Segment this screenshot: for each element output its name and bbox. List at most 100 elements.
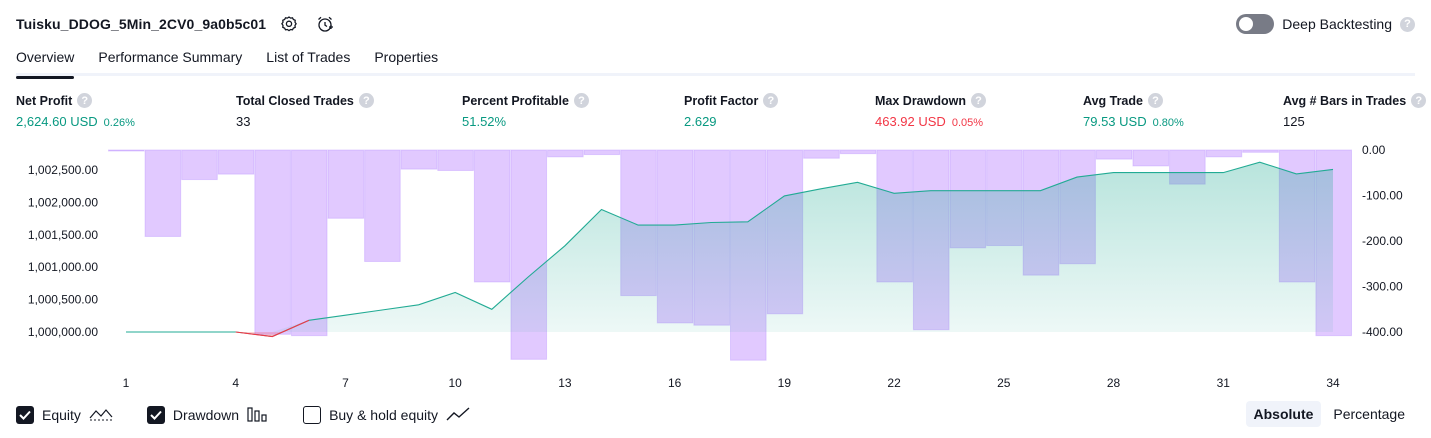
metric-avg-bars: Avg # Bars in Trades? 125	[1283, 93, 1427, 129]
deep-backtesting-control: Deep Backtesting ?	[1236, 11, 1415, 37]
report-tabs: Overview Performance Summary List of Tra…	[16, 44, 1415, 79]
metric-profit-factor: Profit Factor? 2.629	[684, 93, 779, 129]
x-axis-tick: 22	[887, 376, 901, 390]
metric-value: 463.92 USD	[875, 114, 946, 129]
alarm-clock-icon[interactable]	[312, 11, 338, 37]
buy-hold-line-icon	[446, 406, 470, 425]
drawdown-bar[interactable]	[1205, 149, 1243, 158]
equity-loss-segment	[235, 319, 310, 338]
deep-backtesting-toggle[interactable]	[1236, 14, 1275, 34]
deep-backtesting-label: Deep Backtesting	[1282, 16, 1392, 32]
info-icon[interactable]: ?	[77, 93, 93, 108]
drawdown-bar[interactable]	[327, 149, 365, 219]
left-axis-tick: 1,001,500.00	[28, 228, 98, 242]
right-axis-tick: -400.00	[1362, 325, 1403, 339]
metric-total-closed-trades: Total Closed Trades? 33	[236, 93, 374, 129]
metric-label: Percent Profitable	[462, 93, 569, 108]
info-icon[interactable]: ?	[971, 93, 986, 108]
metric-label: Total Closed Trades	[236, 93, 354, 108]
tab-overview[interactable]: Overview	[16, 44, 75, 79]
drawdown-bar[interactable]	[181, 149, 218, 181]
metric-value: 79.53 USD	[1083, 114, 1147, 129]
metric-value: 2,624.60 USD	[16, 114, 98, 129]
drawdown-bar[interactable]	[364, 149, 401, 262]
metric-avg-trade: Avg Trade? 79.53 USD 0.80%	[1083, 93, 1184, 129]
absolute-button[interactable]: Absolute	[1245, 401, 1322, 427]
drawdown-bar[interactable]	[803, 149, 840, 159]
drawdown-bar[interactable]	[400, 149, 438, 170]
legend-equity[interactable]: Equity	[16, 406, 113, 425]
percentage-button[interactable]: Percentage	[1333, 406, 1405, 422]
x-axis-tick: 10	[449, 376, 463, 390]
drawdown-bar[interactable]	[108, 149, 145, 152]
right-axis-tick: -100.00	[1362, 189, 1403, 203]
tab-performance-summary[interactable]: Performance Summary	[98, 49, 243, 65]
drawdown-bar[interactable]	[839, 149, 877, 155]
info-icon[interactable]: ?	[763, 93, 779, 108]
legend-buy-hold[interactable]: Buy & hold equity	[303, 406, 470, 425]
equity-line[interactable]	[126, 161, 1334, 338]
equity-line-icon	[89, 406, 113, 425]
x-axis-tick: 25	[997, 376, 1011, 390]
drawdown-bar[interactable]	[473, 149, 511, 283]
metric-label: Profit Factor	[684, 93, 759, 108]
x-axis-tick: 28	[1107, 376, 1121, 390]
drawdown-bar[interactable]	[437, 149, 474, 171]
metric-label: Avg # Bars in Trades	[1283, 93, 1407, 108]
x-axis-tick: 31	[1217, 376, 1231, 390]
drawdown-bar[interactable]	[290, 149, 328, 337]
x-axis-tick: 13	[558, 376, 572, 390]
legend-label: Drawdown	[172, 407, 240, 423]
help-icon[interactable]: ?	[1400, 16, 1415, 32]
info-icon[interactable]: ?	[358, 93, 374, 108]
metric-value: 51.52%	[462, 114, 507, 129]
buy-hold-checkbox[interactable]	[303, 406, 322, 424]
right-axis-tick: -200.00	[1362, 234, 1403, 248]
metric-value: 125	[1283, 114, 1305, 129]
metric-percent-profitable: Percent Profitable? 51.52%	[462, 93, 589, 129]
drawdown-bar[interactable]	[144, 149, 182, 237]
x-axis-tick: 4	[232, 376, 239, 390]
x-axis-tick: 7	[342, 376, 349, 390]
left-axis-tick: 1,002,500.00	[28, 163, 98, 177]
info-icon[interactable]: ?	[1411, 93, 1427, 108]
info-icon[interactable]: ?	[573, 93, 589, 108]
drawdown-bar[interactable]	[1132, 149, 1170, 167]
left-axis-tick: 1,001,000.00	[28, 260, 98, 274]
left-axis-tick: 1,000,000.00	[28, 325, 98, 339]
metric-percent: 0.80%	[1152, 117, 1184, 129]
metric-label: Net Profit	[16, 93, 73, 108]
toggle-knob	[1239, 17, 1254, 31]
metric-net-profit: Net Profit? 2,624.60 USD 0.26%	[16, 93, 135, 129]
drawdown-checkbox[interactable]	[146, 406, 165, 424]
drawdown-bar[interactable]	[254, 149, 291, 335]
info-icon[interactable]: ?	[1147, 93, 1163, 108]
metric-label: Max Drawdown	[875, 93, 966, 108]
gear-icon[interactable]	[276, 11, 302, 37]
equity-drawdown-chart[interactable]: 1,002,500.00 1,002,000.00 1,001,500.00 1,00…	[0, 140, 1431, 395]
metric-percent: 0.05%	[951, 117, 984, 129]
drawdown-bar[interactable]	[217, 149, 255, 175]
drawdown-bar[interactable]	[583, 149, 621, 156]
drawdown-bar[interactable]	[1095, 149, 1133, 160]
x-axis-tick: 19	[778, 376, 792, 390]
legend-label: Equity	[42, 407, 81, 423]
equity-checkbox[interactable]	[16, 406, 34, 424]
legend-label: Buy & hold equity	[329, 407, 439, 423]
right-axis-tick: -300.00	[1362, 280, 1403, 294]
view-mode-switch: Absolute Percentage	[1245, 401, 1414, 427]
tab-properties[interactable]: Properties	[374, 49, 439, 65]
chart-legend: Equity Drawdown Buy & hold equity	[16, 404, 504, 426]
x-axis-tick: 16	[668, 376, 682, 390]
metric-label: Avg Trade	[1083, 93, 1143, 108]
x-axis-tick: 1	[123, 376, 130, 390]
legend-drawdown[interactable]: Drawdown	[146, 406, 269, 425]
drawdown-bars-icon	[247, 406, 269, 425]
tab-list-of-trades[interactable]: List of Trades	[266, 49, 351, 65]
x-axis-tick: 34	[1326, 376, 1340, 390]
metric-value: 33	[236, 114, 251, 129]
drawdown-bar[interactable]	[547, 149, 584, 158]
equity-area	[126, 162, 1333, 332]
left-axis-tick: 1,002,000.00	[28, 195, 98, 209]
drawdown-bar[interactable]	[1242, 149, 1279, 153]
